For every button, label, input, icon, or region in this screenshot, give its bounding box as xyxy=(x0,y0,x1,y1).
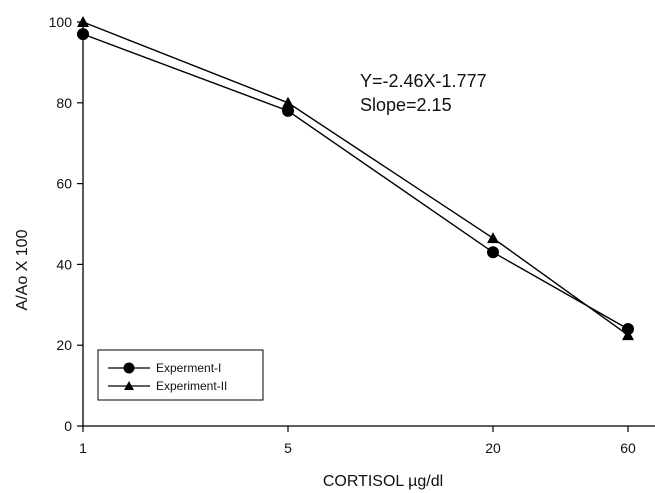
series-2-point xyxy=(487,232,499,244)
x-tick-label: 20 xyxy=(485,440,501,456)
series-2-point xyxy=(77,16,89,27)
y-axis-title: A/Ao X 100 xyxy=(14,229,31,310)
series-1-point xyxy=(622,323,634,336)
y-tick-label: 0 xyxy=(64,418,72,434)
y-tick-label: 80 xyxy=(56,95,72,111)
ticks: 0 20 40 60 80 100 1 5 20 60 xyxy=(49,14,636,456)
x-tick-label: 60 xyxy=(620,440,636,456)
y-tick-label: 60 xyxy=(56,176,72,192)
legend-box xyxy=(97,349,264,401)
y-tick-label: 40 xyxy=(56,256,72,272)
x-tick-label: 1 xyxy=(79,440,87,456)
legend-marker-series-1 xyxy=(123,362,135,374)
legend-marker-series-2 xyxy=(124,381,134,390)
series xyxy=(77,16,634,341)
legend: Experment-I Experiment-II xyxy=(97,349,264,401)
series-1-line xyxy=(82,33,629,330)
x-axis-title: CORTISOL µg/dl xyxy=(323,473,443,490)
series-2-point xyxy=(282,96,294,108)
legend-label-series-2: Experiment-II xyxy=(156,379,227,393)
series-1-point xyxy=(77,28,89,41)
y-tick-label: 20 xyxy=(56,337,72,353)
legend-label-series-1: Experment-I xyxy=(156,361,221,375)
series-2-point xyxy=(622,329,634,341)
series-2-line xyxy=(82,21,629,336)
series-1-point xyxy=(487,246,499,259)
x-tick-label: 5 xyxy=(284,440,292,456)
y-tick-label: 100 xyxy=(49,14,73,30)
equation-annotation: Y=-2.46X-1.777 xyxy=(360,71,487,91)
axes xyxy=(82,22,655,427)
slope-annotation: Slope=2.15 xyxy=(360,95,452,115)
series-1-point xyxy=(282,104,294,117)
